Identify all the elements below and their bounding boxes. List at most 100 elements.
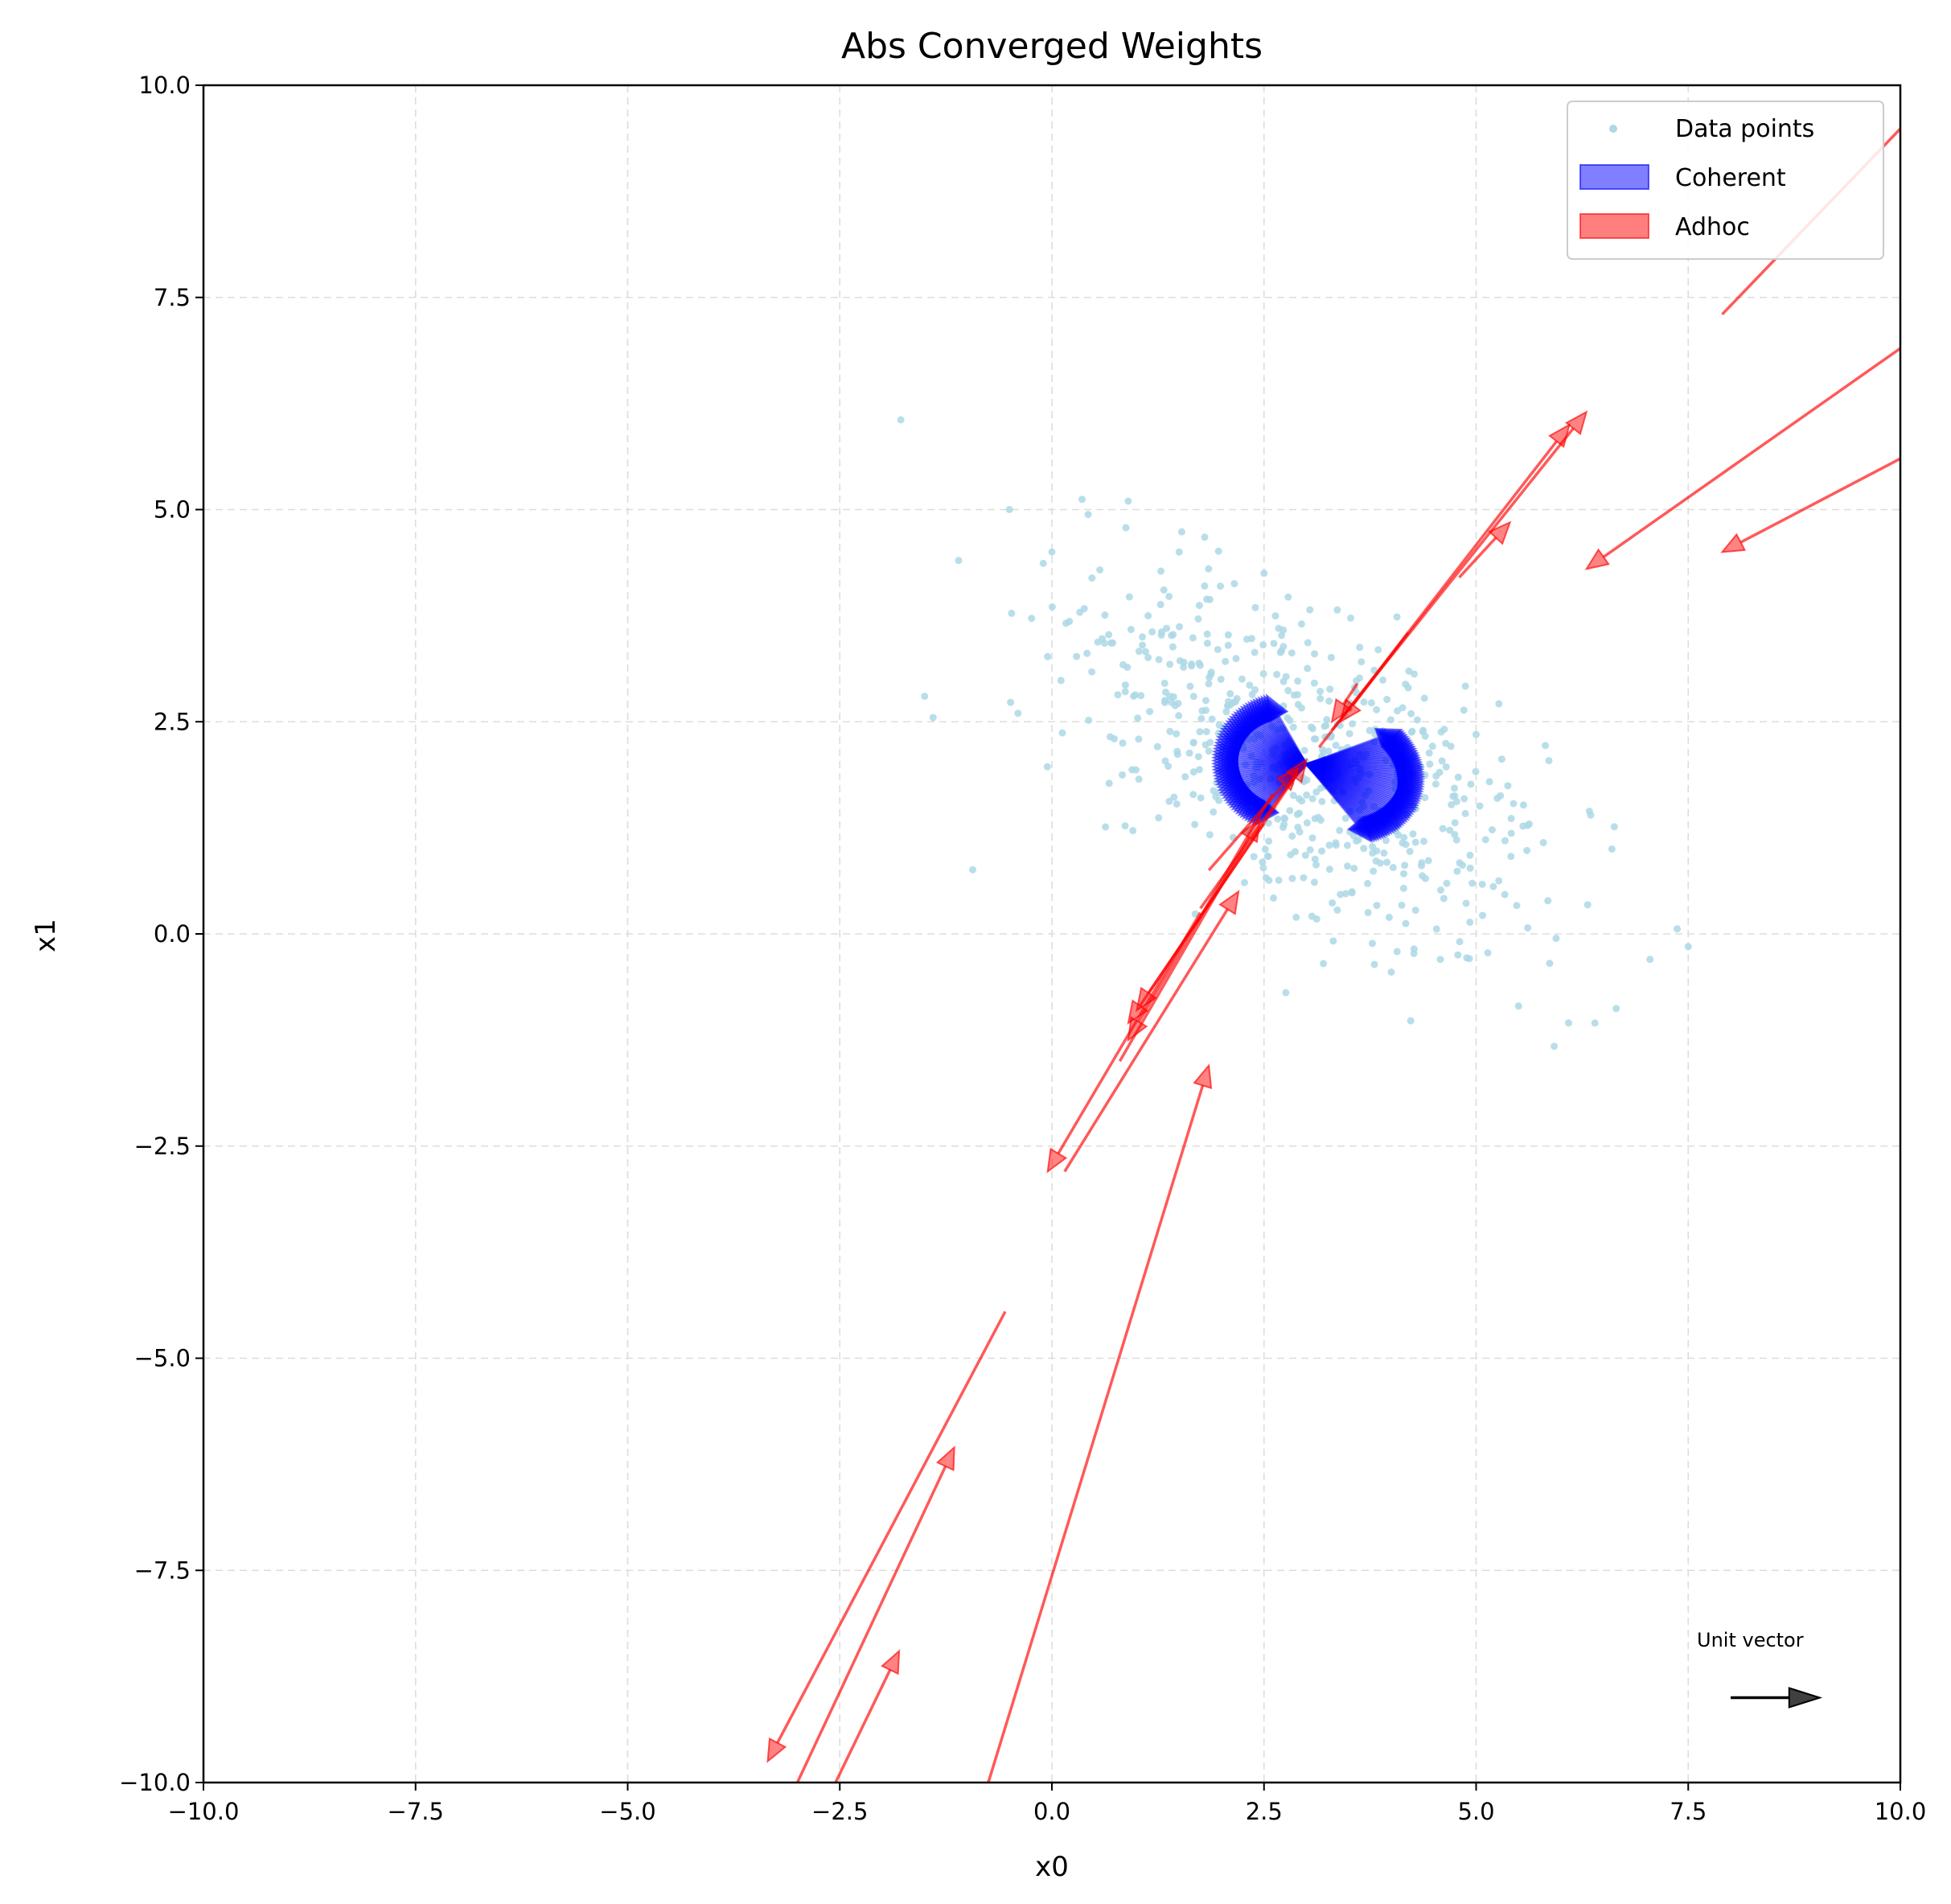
data-point (1454, 951, 1462, 959)
data-point (1270, 894, 1278, 902)
data-point (1205, 747, 1213, 755)
data-point (1169, 693, 1177, 701)
data-point (1440, 894, 1448, 903)
data-point (1354, 836, 1362, 844)
data-point (1301, 851, 1309, 859)
data-point (1288, 832, 1296, 840)
data-point (1380, 849, 1388, 857)
data-point (1294, 691, 1302, 699)
data-point (1111, 734, 1119, 742)
data-point (1485, 778, 1493, 786)
adhoc-vector-15-head (1240, 817, 1261, 844)
data-point (1310, 735, 1318, 743)
adhoc-vectors-layer (766, 126, 1900, 1783)
data-point (1191, 820, 1199, 829)
legend-label-coherent: Coherent (1675, 164, 1786, 192)
data-point (1478, 880, 1486, 888)
data-point (1005, 506, 1013, 513)
data-point (1426, 760, 1434, 768)
data-point (1420, 694, 1428, 702)
data-point (1205, 565, 1213, 573)
data-point (1189, 768, 1197, 776)
data-point (1275, 876, 1283, 884)
data-point (1439, 825, 1447, 833)
data-point (1096, 565, 1104, 574)
data-point (1320, 960, 1328, 968)
data-point (1201, 697, 1210, 705)
data-point (1347, 614, 1355, 622)
data-point (1440, 726, 1448, 734)
data-point (1105, 779, 1113, 788)
adhoc-vector-17 (795, 1445, 955, 1783)
data-point (1341, 890, 1349, 898)
data-point (1198, 707, 1206, 715)
data-point (1282, 672, 1290, 681)
data-point (1343, 841, 1351, 849)
data-point (1373, 902, 1381, 910)
data-point (1083, 649, 1091, 657)
x-tick-label-8: 10.0 (1875, 1798, 1927, 1825)
data-point (1270, 639, 1278, 648)
data-point (1284, 687, 1292, 695)
data-point (1501, 890, 1509, 899)
y-tick-label-4: 0.0 (154, 920, 191, 948)
data-point (1127, 626, 1135, 634)
adhoc-vector-15 (1118, 817, 1261, 1063)
data-point (1168, 631, 1176, 639)
adhoc-vector-19-head (1193, 1063, 1213, 1090)
data-point (1214, 547, 1222, 555)
data-point (1495, 700, 1503, 708)
data-point (1043, 763, 1051, 771)
data-point (1402, 919, 1410, 927)
x-tick-label-5: 2.5 (1246, 1798, 1283, 1825)
data-point (1225, 697, 1233, 705)
y-tick-label-2: −5.0 (134, 1345, 191, 1372)
data-point (1451, 819, 1459, 827)
data-point (1099, 635, 1107, 643)
data-point (1181, 773, 1189, 781)
data-point (1326, 685, 1334, 693)
data-point (1466, 864, 1474, 872)
data-point (1373, 705, 1381, 713)
data-point (1646, 956, 1654, 964)
data-point (1185, 749, 1193, 757)
data-point (1160, 586, 1168, 594)
data-point (1196, 728, 1204, 736)
data-point (1169, 643, 1177, 651)
data-point (1197, 794, 1205, 802)
data-point (1265, 837, 1273, 845)
data-point (1157, 567, 1165, 575)
data-point (1144, 612, 1152, 620)
data-point (1073, 652, 1081, 660)
data-point (1048, 602, 1056, 611)
data-point (1264, 853, 1272, 861)
data-point (1166, 727, 1174, 735)
data-point (1262, 874, 1270, 882)
data-point (1564, 1019, 1572, 1027)
data-point (1504, 782, 1512, 790)
data-point (1224, 641, 1232, 649)
data-point (1312, 788, 1321, 796)
adhoc-vector-1-shaft (1602, 347, 1900, 558)
data-point (1608, 845, 1616, 853)
adhoc-vector-18 (834, 1649, 901, 1783)
adhoc-vector-14-shaft (1063, 908, 1229, 1173)
data-point (1497, 792, 1505, 800)
data-point (1186, 682, 1194, 690)
data-point (1155, 814, 1163, 822)
data-point (1673, 925, 1681, 933)
data-point (1382, 837, 1390, 845)
data-point (1173, 750, 1181, 759)
data-point (1153, 742, 1161, 750)
data-point (1144, 653, 1152, 661)
data-point (1300, 874, 1308, 882)
data-point (1066, 617, 1074, 625)
data-point (1173, 730, 1181, 738)
data-point (1542, 742, 1550, 750)
data-point (1307, 723, 1315, 731)
data-point (1501, 837, 1509, 845)
data-point (1513, 902, 1521, 910)
data-point (1048, 548, 1056, 556)
data-point (1329, 937, 1337, 945)
